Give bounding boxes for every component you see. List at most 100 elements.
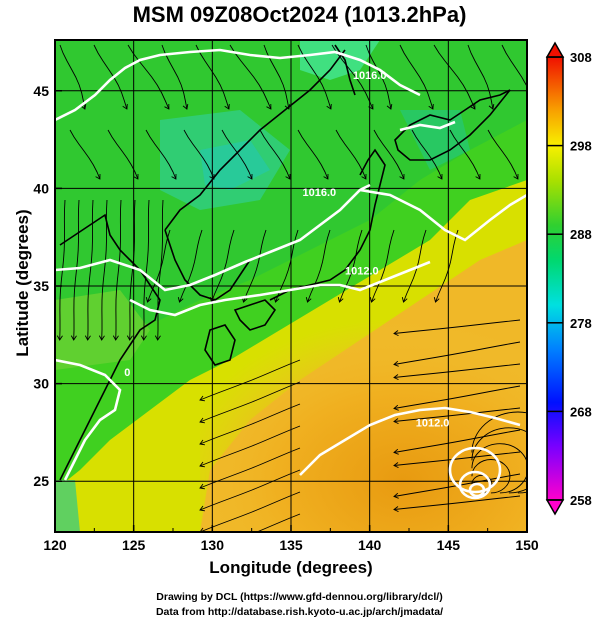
streamline-arrow xyxy=(433,296,440,303)
colorbar-upper-arrow xyxy=(545,41,565,58)
streamline xyxy=(147,229,171,303)
cyclone-streamline xyxy=(471,427,527,494)
streamline-arrow xyxy=(393,418,399,425)
streamline-arrow xyxy=(475,173,481,180)
streamline-arrow xyxy=(98,335,105,341)
streamline-arrow xyxy=(337,296,344,303)
streamline xyxy=(143,199,150,341)
isobar-label: 1016.0 xyxy=(302,187,336,199)
streamline xyxy=(129,199,136,341)
streamline-arrow xyxy=(393,374,399,381)
streamline xyxy=(393,407,521,422)
streamline-arrow xyxy=(164,103,170,110)
colorbar-ticks: 258 268 278 288 298 308 xyxy=(547,50,592,508)
streamline-arrow xyxy=(488,104,495,110)
streamline xyxy=(59,44,86,110)
streamline xyxy=(199,469,301,511)
page-title: MSM 09Z08Oct2024 (1013.2hPa) xyxy=(132,2,467,27)
streamline xyxy=(73,199,80,341)
streamline-arrow xyxy=(401,296,408,303)
y-axis-label: Latitude (degrees) xyxy=(13,209,32,357)
streamline-arrow xyxy=(199,505,205,512)
credit-drawing: Drawing by DCL (https://www.gfd-dennou.o… xyxy=(156,591,443,603)
streamline xyxy=(487,129,519,180)
streamline xyxy=(199,447,301,489)
streamline xyxy=(179,229,203,303)
streamline-arrow xyxy=(393,462,399,469)
x-tick-label: 140 xyxy=(358,537,382,553)
streamline xyxy=(399,44,434,110)
streamline xyxy=(107,129,139,180)
colorbar-tick-label: 278 xyxy=(570,316,592,331)
streamline xyxy=(211,229,235,303)
y-tick-label: 40 xyxy=(33,180,49,196)
streamline xyxy=(373,129,405,180)
wind-streamlines xyxy=(56,44,527,532)
streamline xyxy=(199,403,301,445)
streamline xyxy=(411,129,443,180)
streamline-arrow xyxy=(393,492,399,499)
streamline-arrow xyxy=(399,173,405,180)
streamline-arrow xyxy=(154,335,161,341)
streamline xyxy=(331,44,374,110)
streamline xyxy=(433,44,476,110)
colorbar-tick-label: 288 xyxy=(570,227,592,242)
streamline-arrow xyxy=(177,296,184,303)
streamline-arrow xyxy=(323,173,329,180)
credit-data: Data from http://database.rish.kyoto-u.a… xyxy=(155,606,444,618)
colorbar: 258 268 278 288 298 308 xyxy=(545,41,592,516)
isobars xyxy=(55,48,527,500)
streamline xyxy=(195,44,230,110)
colorbar-tick-label: 298 xyxy=(570,139,592,154)
streamline-arrow xyxy=(209,173,215,180)
streamline xyxy=(199,381,301,423)
streamline-arrow xyxy=(393,330,399,337)
streamline xyxy=(145,129,177,180)
streamline-arrow xyxy=(284,104,291,110)
cyclone-streamline xyxy=(471,411,527,494)
streamline xyxy=(435,229,459,303)
streamline-arrow xyxy=(56,335,63,341)
streamline xyxy=(393,341,521,365)
streamline-arrow xyxy=(133,173,139,180)
streamline-arrow xyxy=(122,103,128,110)
streamline xyxy=(259,129,291,180)
y-tick-label: 25 xyxy=(33,473,49,489)
streamline-arrow xyxy=(266,103,272,110)
streamline-arrow xyxy=(80,104,87,110)
streamline-arrow xyxy=(386,104,393,110)
streamline xyxy=(183,129,215,180)
streamline-arrow xyxy=(199,527,204,532)
streamline xyxy=(199,359,301,401)
streamline xyxy=(467,44,494,110)
y-tick-label: 35 xyxy=(33,278,49,294)
colorbar-tick-label: 258 xyxy=(570,493,592,508)
streamline xyxy=(335,129,367,180)
streamline-arrow xyxy=(273,296,280,303)
streamline-arrow xyxy=(182,104,189,110)
colorbar-tick-label: 268 xyxy=(570,404,592,419)
streamline-arrow xyxy=(140,335,147,341)
cyclone-streamline xyxy=(471,443,527,494)
x-tick-label: 150 xyxy=(515,537,539,553)
streamline xyxy=(69,129,101,180)
streamline xyxy=(221,129,253,180)
streamline-arrow xyxy=(393,404,399,411)
y-tick-label: 45 xyxy=(33,83,49,99)
streamline-arrow xyxy=(470,103,476,110)
streamline xyxy=(243,229,267,303)
streamline xyxy=(339,229,363,303)
streamline xyxy=(371,229,395,303)
streamline xyxy=(127,44,170,110)
streamline xyxy=(87,199,94,341)
x-tick-label: 125 xyxy=(122,537,146,553)
y-tick-label: 30 xyxy=(33,376,49,392)
isobar-label: 1012.0 xyxy=(345,265,379,277)
streamline-arrow xyxy=(95,173,101,180)
isobar-label: 1016.0 xyxy=(353,70,387,82)
streamline-arrow xyxy=(369,296,376,303)
streamline xyxy=(297,129,329,180)
streamline xyxy=(501,44,527,88)
streamline-arrow xyxy=(361,173,367,180)
